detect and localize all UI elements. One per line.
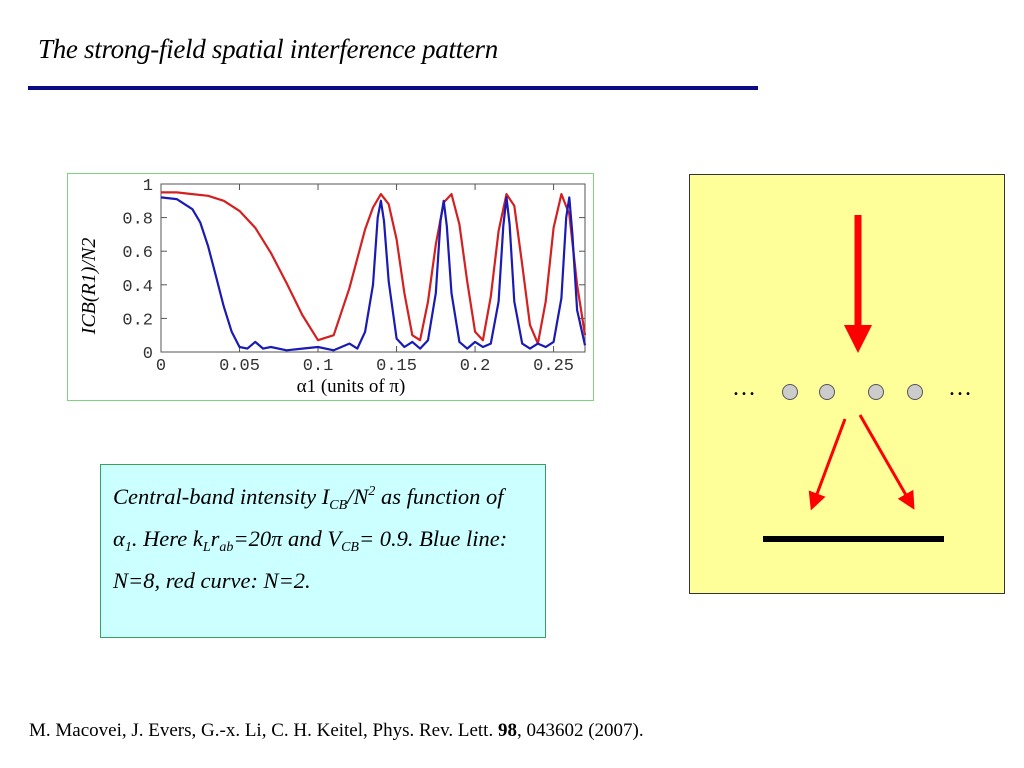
x-tick-label: 0.1: [303, 357, 334, 376]
ellipsis-left: …: [732, 375, 756, 401]
diagram-svg: [763, 215, 944, 542]
caption-sub-cb-2: CB: [341, 540, 359, 555]
caption-text-3: as function of α: [113, 484, 504, 551]
y-tick-label: 0.2: [122, 311, 153, 330]
atom-4: [907, 384, 923, 400]
y-tick-label: 0.6: [122, 244, 153, 263]
x-tick-label: 0: [156, 357, 166, 376]
ellipsis-right: …: [948, 375, 972, 401]
scattered-arrow-right: [858, 414, 915, 510]
caption-sub-cb: CB: [329, 498, 348, 513]
series-line-1: [161, 191, 587, 345]
reference-volume: 98: [497, 720, 517, 741]
y-tick-label: 0: [143, 345, 153, 364]
caption-text-1: Central-band intensity I: [113, 484, 330, 509]
atom-2: [819, 384, 835, 400]
series-line-2: [160, 196, 587, 352]
caption-sub-ab: ab: [219, 540, 234, 555]
interference-chart: ICB(R1)/N2 α1 (units of π) 0 0.2 0.4 0.6 0.8…: [67, 173, 594, 401]
scattering-diagram: … …: [689, 174, 1005, 594]
y-axis-label: ICB(R1)/N2: [78, 238, 100, 336]
caption-text-5: r: [210, 526, 220, 551]
plot-frame: [160, 183, 586, 353]
caption-sup-2: 2: [368, 484, 376, 499]
y-axis-label-text: ICB(R1)/N2: [78, 238, 100, 336]
x-tick-label: 0.15: [376, 357, 417, 376]
reference-citation: M. Macovei, J. Evers, G.-x. Li, C. H. Ke…: [29, 720, 644, 742]
atom-1: [782, 384, 798, 400]
atom-3: [868, 384, 884, 400]
x-axis-label: α1 (units of π): [297, 376, 406, 397]
caption-text-2: /N: [347, 484, 369, 509]
y-tick-label: 0.4: [122, 278, 153, 297]
caption-sub-1: 1: [124, 540, 132, 555]
caption-text-7: = 0.9. Blue line: N=8, red curve: N=2.: [113, 526, 508, 593]
caption-text-4: . Here k: [131, 526, 203, 551]
y-tick-label: 1: [143, 177, 153, 196]
scattered-arrow-left: [808, 418, 847, 511]
incident-arrow-head: [844, 325, 872, 353]
y-tick-label: 0.8: [122, 211, 153, 230]
caption-text-6: =20π and V: [233, 526, 342, 551]
reference-authors: M. Macovei, J. Evers, G.-x. Li, C. H. Ke…: [29, 720, 494, 741]
x-tick-label: 0.2: [460, 357, 491, 376]
caption-sub-l: L: [202, 540, 211, 555]
title-underline: [28, 86, 758, 90]
slide-title: The strong-field spatial interference pa…: [38, 34, 498, 64]
figure-caption: Central-band intensity ICB/N2 as functio…: [100, 464, 546, 638]
chart-svg: ICB(R1)/N2 α1 (units of π) 0 0.2 0.4 0.6 0.8…: [78, 177, 587, 397]
x-tick-label: 0.05: [219, 357, 260, 376]
reference-pages: , 043602 (2007).: [516, 720, 644, 741]
x-tick-label: 0.25: [533, 357, 574, 376]
